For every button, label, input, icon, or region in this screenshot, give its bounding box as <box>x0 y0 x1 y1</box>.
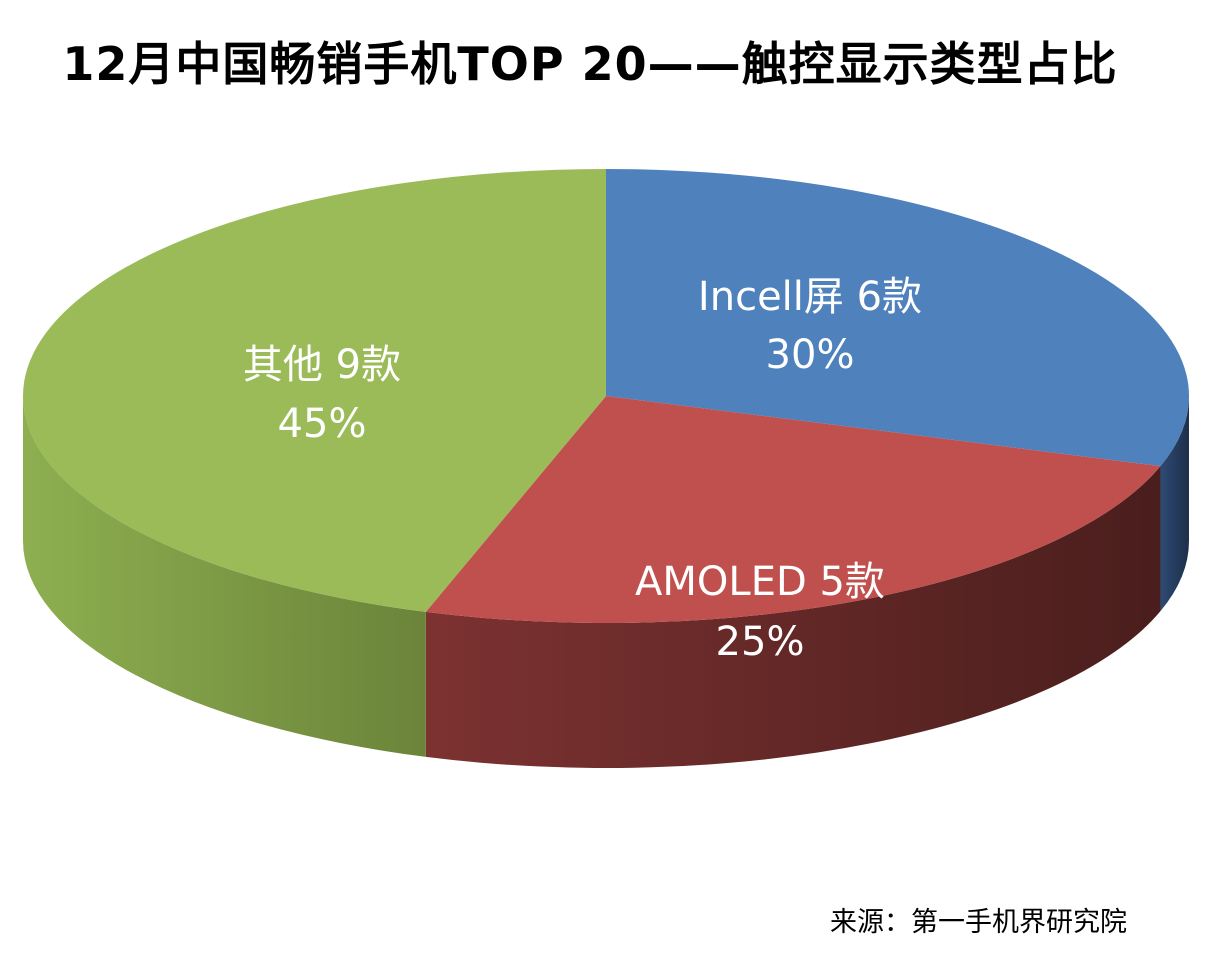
chart-title: 12月中国畅销手机TOP 20——触控显示类型占比 <box>62 37 1118 91</box>
pie-side-0 <box>1160 396 1189 612</box>
slice-label-name-0: Incell屏 6款 <box>698 274 922 320</box>
pie-slice-1 <box>425 396 1161 623</box>
pie-tops <box>23 169 1189 623</box>
slice-label-percent-0: 30% <box>766 332 855 378</box>
pie-slice-0 <box>606 169 1189 467</box>
source-note: 来源：第一手机界研究院 <box>830 907 1127 938</box>
slice-label-name-1: AMOLED 5款 <box>635 559 885 605</box>
slice-label-percent-1: 25% <box>716 619 805 665</box>
slice-label-name-2: 其他 9款 <box>243 342 401 388</box>
pie-labels: Incell屏 6款 30% AMOLED 5款 25% 其他 9款 45% <box>243 274 922 665</box>
pie-side-2 <box>23 396 426 757</box>
pie-slice-2 <box>23 169 607 612</box>
slice-label-percent-2: 45% <box>278 401 367 447</box>
pie-sides <box>23 396 1189 768</box>
pie-side-1 <box>425 466 1161 768</box>
